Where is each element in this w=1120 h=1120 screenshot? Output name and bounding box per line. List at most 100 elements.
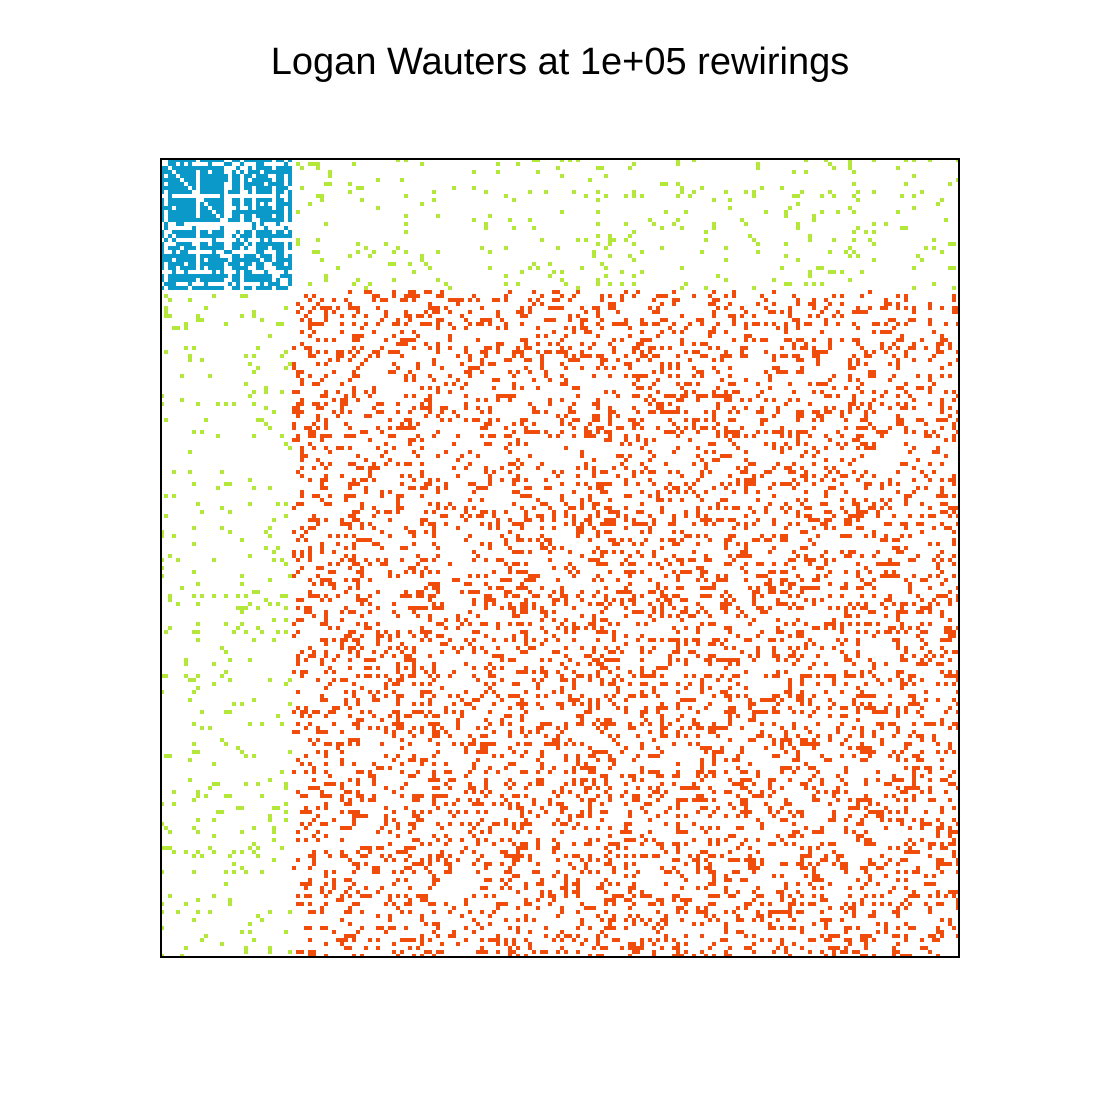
matrix-cell [328, 890, 332, 894]
matrix-cell [448, 694, 452, 698]
matrix-cell [508, 434, 512, 438]
matrix-cell [284, 162, 288, 166]
matrix-cell [244, 278, 248, 282]
matrix-cell [600, 426, 604, 430]
matrix-cell [740, 354, 744, 358]
matrix-cell [792, 318, 796, 322]
matrix-cell [552, 514, 556, 518]
matrix-cell [488, 422, 492, 426]
matrix-cell [492, 842, 496, 846]
matrix-cell [324, 478, 328, 482]
matrix-cell [452, 466, 456, 470]
matrix-cell [332, 706, 336, 710]
matrix-cell [464, 382, 468, 386]
matrix-cell [796, 482, 800, 486]
matrix-cell [204, 254, 208, 258]
matrix-cell [232, 630, 236, 634]
matrix-cell [496, 942, 500, 946]
matrix-cell [212, 266, 216, 270]
matrix-cell [928, 462, 932, 466]
matrix-cell [408, 866, 412, 870]
matrix-cell [512, 478, 516, 482]
matrix-cell [676, 410, 680, 414]
matrix-cell [200, 318, 204, 322]
matrix-cell [352, 434, 356, 438]
matrix-cell [332, 550, 336, 554]
matrix-cell [556, 298, 560, 302]
matrix-cell [176, 170, 180, 174]
matrix-cell [380, 410, 384, 414]
matrix-cell [800, 530, 804, 534]
matrix-cell [320, 926, 324, 930]
matrix-cell [404, 806, 408, 810]
matrix-cell [712, 298, 716, 302]
matrix-cell [280, 218, 284, 222]
matrix-cell [296, 662, 300, 666]
matrix-cell [248, 258, 252, 262]
matrix-cell [556, 306, 560, 310]
matrix-cell [608, 238, 612, 242]
matrix-cell [432, 882, 436, 886]
matrix-cell [220, 270, 224, 274]
matrix-cell [188, 242, 192, 246]
matrix-cell [692, 366, 696, 370]
matrix-cell [220, 278, 224, 282]
matrix-cell [376, 938, 380, 942]
matrix-cell [288, 246, 292, 250]
matrix-cell [440, 854, 444, 858]
matrix-cell [820, 390, 824, 394]
matrix-cell [356, 242, 360, 246]
matrix-cell [392, 250, 396, 254]
matrix-cell [536, 846, 540, 850]
matrix-cell [480, 854, 484, 858]
matrix-cell [940, 198, 944, 202]
matrix-cell [620, 454, 624, 458]
matrix-cell [652, 346, 656, 350]
matrix-cell [476, 842, 480, 846]
matrix-cell [512, 682, 516, 686]
matrix-cell [412, 294, 416, 298]
matrix-cell [588, 430, 592, 434]
matrix-cell [192, 254, 196, 258]
matrix-cell [436, 214, 440, 218]
matrix-cell [612, 466, 616, 470]
matrix-cell [924, 474, 928, 478]
matrix-cell [268, 258, 272, 262]
matrix-cell [180, 254, 184, 258]
matrix-cell [604, 506, 608, 510]
matrix-cell [184, 218, 188, 222]
matrix-cell [592, 254, 596, 258]
matrix-cell [304, 886, 308, 890]
matrix-cell [256, 606, 260, 610]
matrix-cell [232, 182, 236, 186]
matrix-cell [412, 710, 416, 714]
matrix-cell [484, 734, 488, 738]
matrix-cell [640, 338, 644, 342]
matrix-cell [312, 422, 316, 426]
matrix-cell [352, 630, 356, 634]
matrix-cell [308, 426, 312, 430]
matrix-cell [884, 222, 888, 226]
matrix-cell [540, 706, 544, 710]
matrix-cell [860, 554, 864, 558]
matrix-cell [284, 202, 288, 206]
matrix-cell [436, 582, 440, 586]
matrix-cell [488, 434, 492, 438]
matrix-cell [296, 630, 300, 634]
matrix-cell [708, 346, 712, 350]
matrix-cell [672, 518, 676, 522]
matrix-cell [424, 398, 428, 402]
matrix-cell [856, 514, 860, 518]
matrix-cell [844, 474, 848, 478]
matrix-cell [476, 398, 480, 402]
matrix-cell [524, 578, 528, 582]
matrix-cell [716, 502, 720, 506]
matrix-cell [540, 722, 544, 726]
matrix-cell [312, 430, 316, 434]
matrix-cell [264, 230, 268, 234]
matrix-cell [492, 894, 496, 898]
matrix-cell [672, 298, 676, 302]
matrix-cell [188, 246, 192, 250]
matrix-cell [548, 890, 552, 894]
matrix-cell [268, 778, 272, 782]
